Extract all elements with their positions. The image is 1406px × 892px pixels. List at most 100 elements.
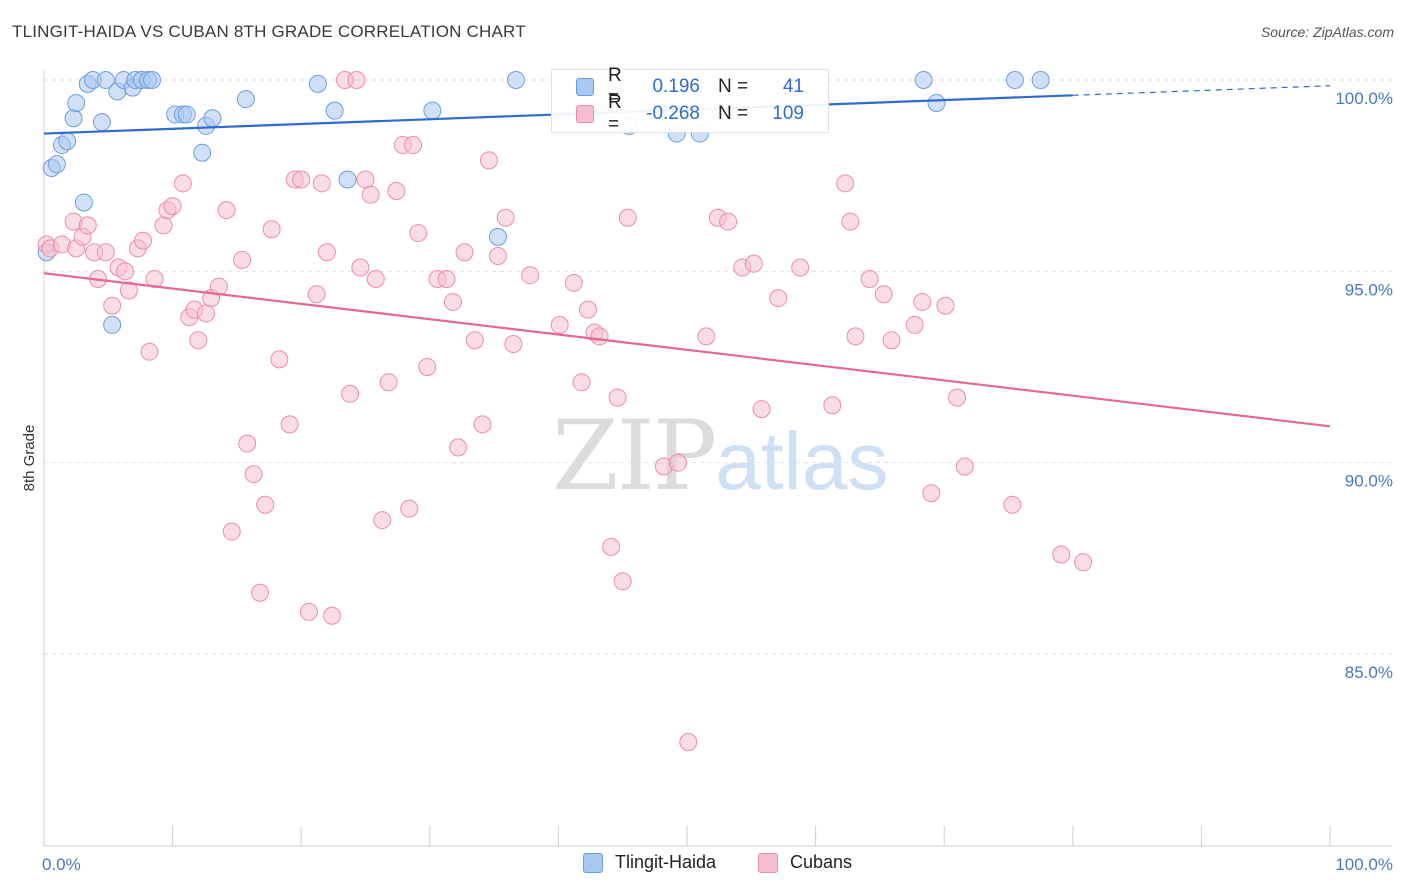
legend-row-tlingit-haida: R = 0.196 N = 41 <box>576 65 804 108</box>
data-point <box>356 170 375 189</box>
data-point <box>679 733 698 752</box>
data-point <box>262 220 281 239</box>
data-point <box>1074 553 1093 572</box>
data-point <box>238 434 257 453</box>
data-point <box>163 197 182 216</box>
data-point <box>449 438 468 457</box>
data-point <box>307 285 326 304</box>
source-label: Source: ZipAtlas.com <box>1260 24 1394 40</box>
data-point <box>841 212 860 231</box>
trend-line-extension <box>1072 85 1331 96</box>
data-point <box>222 522 241 541</box>
data-point <box>473 415 492 434</box>
data-point <box>64 109 83 128</box>
y-tick-label: 95.0% <box>1345 280 1393 299</box>
data-point <box>836 174 855 193</box>
data-point <box>479 151 498 170</box>
data-point <box>846 327 865 346</box>
legend-swatch-cubans <box>576 105 594 123</box>
data-point <box>292 170 311 189</box>
x-tick-label-min: 0.0% <box>42 855 81 874</box>
data-point <box>203 109 222 128</box>
correlation-legend: R = 0.196 N = 41 R = -0.268 N = 109 <box>551 65 829 135</box>
data-point <box>193 143 212 162</box>
data-point <box>752 400 771 419</box>
data-point <box>197 304 216 323</box>
watermark-zip: ZIP <box>552 400 717 512</box>
data-point <box>338 170 357 189</box>
data-point <box>437 269 456 288</box>
data-point <box>423 101 442 120</box>
series-legend: Tlingit-Haida Cubans <box>0 852 1406 876</box>
data-point <box>488 247 507 266</box>
data-point <box>744 254 763 273</box>
legend-label-tlingit-haida: Tlingit-Haida <box>615 852 717 872</box>
data-point <box>590 327 609 346</box>
data-point <box>351 258 370 277</box>
axis-labels: 85.0% 90.0% 95.0% 100.0% 0.0% 100.0% 8th Grade <box>21 89 1393 874</box>
data-point <box>488 227 507 246</box>
data-point <box>103 315 122 334</box>
data-point <box>325 101 344 120</box>
data-point <box>769 289 788 308</box>
data-point <box>58 132 77 151</box>
data-point <box>78 216 97 235</box>
data-point <box>521 266 540 285</box>
legend-n-value: 41 <box>782 76 804 97</box>
data-point <box>404 136 423 155</box>
data-point <box>177 105 196 124</box>
data-point <box>312 174 331 193</box>
data-point <box>443 292 462 311</box>
data-point <box>366 269 385 288</box>
data-point <box>251 583 270 602</box>
data-point <box>47 155 66 174</box>
data-point <box>668 453 687 472</box>
data-point <box>308 74 327 93</box>
data-point <box>92 113 111 132</box>
chart-title: TLINGIT-HAIDA VS CUBAN 8TH GRADE CORRELA… <box>12 22 526 41</box>
legend-item-cubans[interactable]: Cubans <box>758 852 852 873</box>
data-point <box>119 281 138 300</box>
y-tick-label: 100.0% <box>1335 89 1393 108</box>
legend-r-label: R = <box>608 92 622 135</box>
legend-n-label: N = <box>718 103 749 124</box>
data-point <box>217 201 236 220</box>
data-point <box>116 262 135 281</box>
data-point <box>955 457 974 476</box>
legend-r-value: 0.196 <box>652 76 700 97</box>
data-point <box>719 212 738 231</box>
data-point <box>103 296 122 315</box>
data-point <box>496 208 515 227</box>
series-tlingit-haida <box>37 71 1050 334</box>
data-point <box>418 358 437 376</box>
data-point <box>572 373 591 392</box>
data-point <box>74 193 93 212</box>
data-point <box>134 231 153 250</box>
legend-label-cubans: Cubans <box>790 852 853 872</box>
data-point <box>905 315 924 334</box>
data-point <box>347 71 366 89</box>
data-point <box>189 331 208 350</box>
data-point <box>874 285 893 304</box>
watermark: ZIPatlas <box>552 400 888 512</box>
data-point <box>602 537 621 556</box>
data-point <box>697 327 716 346</box>
x-tick-label-max: 100.0% <box>1335 855 1393 874</box>
data-point <box>317 243 336 262</box>
data-point <box>922 484 941 503</box>
data-point <box>236 90 255 109</box>
data-point <box>823 396 842 415</box>
y-axis-label: 8th Grade <box>21 425 38 492</box>
data-point <box>578 300 597 319</box>
legend-swatch-tlingit-haida <box>576 78 594 96</box>
data-point <box>299 602 318 621</box>
data-point <box>173 174 192 193</box>
series-cubans <box>37 71 1093 752</box>
y-tick-label: 85.0% <box>1345 663 1393 682</box>
data-point <box>791 258 810 277</box>
data-point <box>256 495 275 514</box>
legend-item-tlingit-haida[interactable]: Tlingit-Haida <box>583 852 716 873</box>
legend-swatch-tlingit-haida <box>583 852 603 873</box>
data-point <box>465 331 484 350</box>
